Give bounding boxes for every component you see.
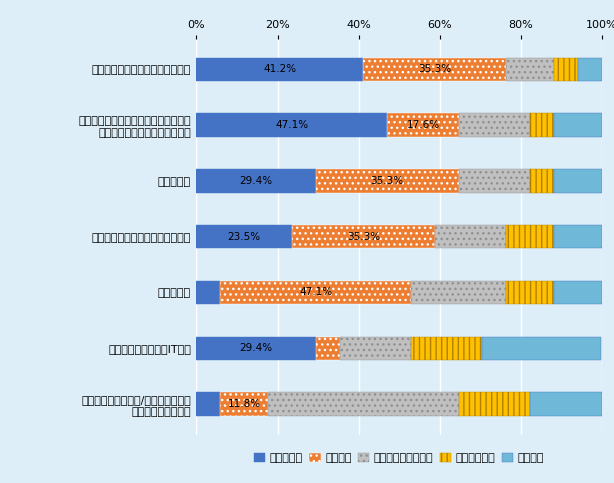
Text: 29.4%: 29.4% <box>239 176 273 186</box>
Bar <box>220 281 411 304</box>
Bar <box>554 114 602 137</box>
Bar <box>554 169 602 193</box>
Text: 17.6%: 17.6% <box>406 120 440 130</box>
Text: 35.3%: 35.3% <box>371 176 404 186</box>
Bar <box>482 337 601 360</box>
Bar <box>196 169 316 193</box>
Bar <box>196 392 220 416</box>
Text: 23.5%: 23.5% <box>228 232 261 242</box>
Bar <box>196 337 316 360</box>
Legend: とても深刻, やや深刻, あまり深刻ではない, 深刻ではない, 該当なし: とても深刻, やや深刻, あまり深刻ではない, 深刻ではない, 該当なし <box>250 448 548 468</box>
Bar <box>554 225 602 248</box>
Text: 47.1%: 47.1% <box>275 120 308 130</box>
Bar <box>459 114 530 137</box>
Text: 47.1%: 47.1% <box>299 287 332 298</box>
Bar <box>530 169 554 193</box>
Bar <box>196 225 292 248</box>
Text: 35.3%: 35.3% <box>418 64 451 74</box>
Bar <box>506 225 554 248</box>
Bar <box>435 225 506 248</box>
Bar <box>363 57 507 81</box>
Bar <box>411 281 507 304</box>
Text: 41.2%: 41.2% <box>263 64 297 74</box>
Bar <box>554 57 578 81</box>
Bar <box>220 392 268 416</box>
Bar <box>340 337 411 360</box>
Bar <box>507 57 554 81</box>
Bar <box>316 337 340 360</box>
Bar <box>554 281 602 304</box>
Bar <box>387 114 459 137</box>
Bar <box>268 392 459 416</box>
Bar <box>196 281 220 304</box>
Bar <box>507 281 554 304</box>
Text: 11.8%: 11.8% <box>228 399 261 409</box>
Bar <box>459 392 530 416</box>
Bar <box>530 392 602 416</box>
Text: 35.3%: 35.3% <box>347 232 380 242</box>
Bar <box>578 57 602 81</box>
Bar <box>530 114 554 137</box>
Bar <box>411 337 482 360</box>
Bar <box>196 114 387 137</box>
Bar <box>292 225 435 248</box>
Bar <box>196 57 363 81</box>
Bar <box>316 169 459 193</box>
Bar <box>459 169 530 193</box>
Text: 29.4%: 29.4% <box>239 343 273 353</box>
